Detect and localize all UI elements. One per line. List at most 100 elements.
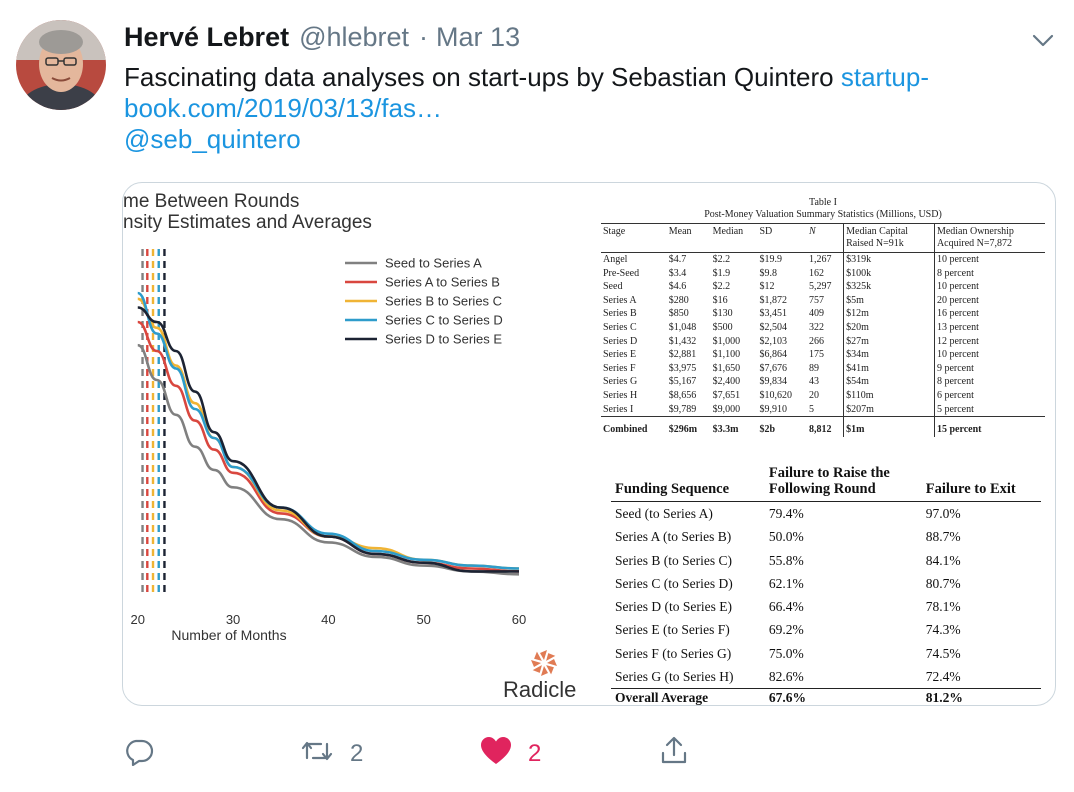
table-post-money-valuation: Table I Post-Money Valuation Summary Sta… xyxy=(601,197,1045,437)
table1-combined-row: Combined $296m $3.3m $2b 8,812 $1m 15 percent xyxy=(601,416,1045,437)
table1-cell: 1,267 xyxy=(809,254,832,265)
series-line xyxy=(137,306,519,573)
table1-cell: Series B xyxy=(603,308,637,320)
table1-cell: $7,676 xyxy=(759,362,787,374)
table1-cell: 8,812 xyxy=(807,416,844,437)
chevron-down-icon[interactable] xyxy=(1030,28,1056,54)
table2-row: Series D (to Series E) 66.4% 78.1% xyxy=(611,595,1041,618)
radicle-logo-petal xyxy=(540,650,547,660)
table1-cell: $850 xyxy=(668,308,689,320)
tweet-media-image[interactable]: me Between Rounds nsity Estimates and Av… xyxy=(122,182,1056,706)
table1-title: Table I xyxy=(809,197,837,208)
table1-cell: $1,872 xyxy=(759,294,787,306)
share-button[interactable] xyxy=(660,736,688,771)
table2-header-exit: Failure to Exit xyxy=(925,481,1016,497)
table2-cell: 97.0% xyxy=(925,506,961,521)
table1-cell: $7,651 xyxy=(712,389,741,401)
table1-cell: $1.9 xyxy=(712,267,731,279)
table1-cell: $5,167 xyxy=(668,376,697,388)
tweet-link-part-2[interactable]: book.com/2019/03/13/fas… xyxy=(124,93,442,123)
x-axis-label: Number of Months xyxy=(171,627,286,643)
table1-cell: $5m xyxy=(843,293,935,308)
retweet-button[interactable]: 2 xyxy=(300,736,363,771)
table1-row: Series G $5,167 $2,400 $9,834 43 $54m 8 percen… xyxy=(601,375,1045,389)
table2-cell: 78.1% xyxy=(925,599,961,615)
table2-cell: 50.0% xyxy=(768,529,804,545)
tweet-header: Hervé Lebret @hlebret · Mar 13 xyxy=(124,22,520,58)
like-button[interactable]: 2 xyxy=(480,736,541,771)
table1-cell: $16 xyxy=(712,294,728,306)
table2-cell: 69.2% xyxy=(768,622,804,638)
table1-cell: 162 xyxy=(809,267,824,279)
table1-cell: 16 percent xyxy=(933,307,1045,321)
table1-cell: 10 percent xyxy=(933,348,1045,362)
table1-header-row: Stage Mean Median SD N Median Capital Rai… xyxy=(601,223,1045,253)
table1-cell: 15 percent xyxy=(933,416,1045,437)
table1-cell: $2b xyxy=(757,416,807,437)
table2-cell: Overall Average xyxy=(611,688,765,705)
table1-cell: $325k xyxy=(843,280,935,294)
table1-header-ownership: Median Ownership Acquired N=7,872 xyxy=(933,223,1045,253)
table1-row: Series F $3,975 $1,650 $7,676 89 $41m 9 percen… xyxy=(601,361,1045,376)
table2-row: Series G (to Series H) 82.6% 72.4% xyxy=(611,665,1041,689)
table1-cell: 266 xyxy=(809,335,824,347)
table1-cell: 8 percent xyxy=(933,266,1045,281)
table1-header-median: Median xyxy=(712,226,744,237)
radicle-logo-petal xyxy=(531,660,541,667)
table1-cell: $10,620 xyxy=(759,389,792,401)
table1-cell: Seed xyxy=(603,281,623,293)
table1-cell: $34m xyxy=(843,348,935,362)
table1-row: Series D $1,432 $1,000 $2,103 266 $27m 12 perc… xyxy=(601,334,1045,349)
table2-cell: 74.5% xyxy=(925,645,961,661)
tweet-text-line-1: Fascinating data analyses on start-ups b… xyxy=(124,62,1024,93)
heart-icon xyxy=(480,736,512,771)
table2-cell: 88.7% xyxy=(925,529,961,545)
table1-cell: $9,789 xyxy=(668,403,697,415)
author-name[interactable]: Hervé Lebret xyxy=(124,22,290,52)
table1-row: Seed $4.6 $2.2 $12 5,297 $325k 10 percent xyxy=(601,280,1045,294)
table1-cell: 12 percent xyxy=(933,334,1045,349)
table2-row: Series A (to Series B) 50.0% 88.7% xyxy=(611,525,1041,548)
table1-cell: $3,975 xyxy=(668,362,697,374)
chart-title-line-1: me Between Rounds xyxy=(123,191,300,212)
reply-button[interactable] xyxy=(124,736,154,771)
table2-cell: 81.2% xyxy=(921,688,1041,705)
table1-cell: $12m xyxy=(843,307,935,321)
table1-cell: $280 xyxy=(668,294,689,306)
table2-cell: 84.1% xyxy=(925,552,961,568)
table1-cell: $41m xyxy=(843,361,935,376)
table2-cell: Series G (to Series H) xyxy=(615,669,734,685)
table1-cell: 409 xyxy=(809,308,824,320)
table2-cell: 82.6% xyxy=(768,669,804,685)
table1-cell: $207m xyxy=(843,402,935,417)
table2-cell: 72.4% xyxy=(925,669,961,685)
table1-cell: $1,650 xyxy=(712,362,741,374)
tweet-mention[interactable]: @seb_quintero xyxy=(124,124,301,154)
table2-header-row: Funding Sequence Failure to Raise the Fol… xyxy=(611,465,1041,502)
table2-row: Series C (to Series D) 62.1% 80.7% xyxy=(611,572,1041,595)
table1-row: Series C $1,048 $500 $2,504 322 $20m 13 percen… xyxy=(601,320,1045,335)
tweet-date[interactable]: Mar 13 xyxy=(436,22,521,52)
table1-cell: $27m xyxy=(843,334,935,349)
table1-cell: 5,297 xyxy=(809,281,832,293)
table1-cell: Series E xyxy=(603,349,637,361)
tweet-text-plain: Fascinating data analyses on start-ups b… xyxy=(124,62,841,92)
table1-cell: $2,400 xyxy=(712,376,741,388)
table1-cell: $2.2 xyxy=(712,254,731,265)
table1-row: Series E $2,881 $1,100 $6,864 175 $34m 10 perc… xyxy=(601,348,1045,362)
separator-dot: · xyxy=(419,22,429,52)
table2-row: Series F (to Series G) 75.0% 74.5% xyxy=(611,642,1041,665)
table1-cell: 175 xyxy=(809,349,824,361)
table1-cell: 20 percent xyxy=(933,293,1045,308)
table2-cell: 66.4% xyxy=(768,599,804,615)
tweet-link-part-1[interactable]: startup- xyxy=(840,62,930,92)
author-handle[interactable]: @hlebret xyxy=(299,22,410,52)
radicle-logo-petal xyxy=(541,666,548,676)
avatar[interactable] xyxy=(16,20,106,110)
table1-cell: 13 percent xyxy=(933,320,1045,335)
table1-cell: $3,451 xyxy=(759,308,787,320)
table1-cell: $1,432 xyxy=(668,335,697,347)
table1-cell: 6 percent xyxy=(933,388,1045,403)
table1-cell: $2.2 xyxy=(712,281,731,293)
brand-name: Radicle xyxy=(503,677,577,702)
